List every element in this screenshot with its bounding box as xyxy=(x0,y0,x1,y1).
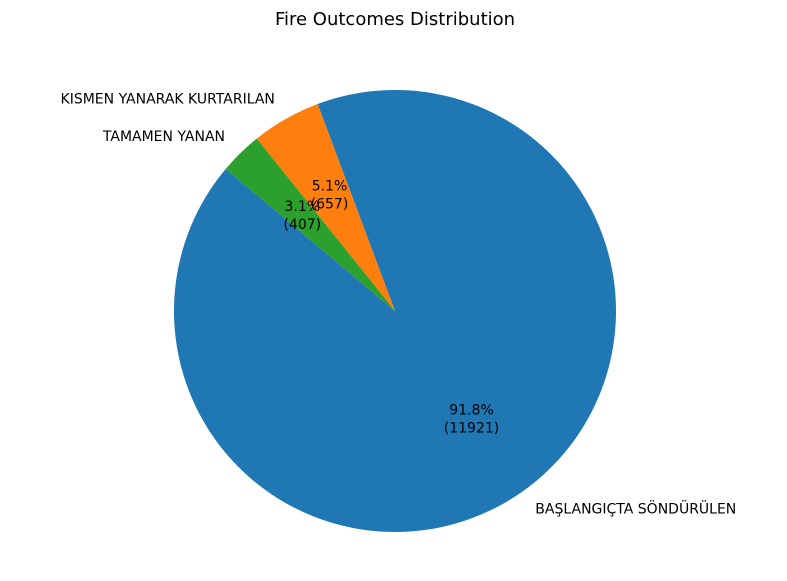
slice-label-tamamen-yanan: TAMAMEN YANAN xyxy=(102,129,225,145)
pie-slice-kismen-yanarak-kurtarilan xyxy=(256,103,395,311)
chart-title: Fire Outcomes Distribution xyxy=(275,9,515,30)
slice-label-baslangicta-sondurulen: BAŞLANGIÇTA SÖNDÜRÜLEN xyxy=(535,500,736,518)
slice-percent-tamamen-yanan: 3.1% xyxy=(285,199,321,215)
slice-count-tamamen-yanan: (407) xyxy=(283,217,321,233)
slice-percent-kismen-yanarak-kurtarilan: 5.1% xyxy=(312,179,348,195)
slice-label-kismen-yanarak-kurtarilan: KISMEN YANARAK KURTARILAN xyxy=(61,92,275,108)
pie-labels: BAŞLANGIÇTA SÖNDÜRÜLEN 91.8% (11921) KISMEN… xyxy=(61,92,737,518)
pie-slice-tamamen-yanan xyxy=(225,138,395,311)
pie-slices xyxy=(174,90,616,533)
slice-count-baslangicta-sondurulen: (11921) xyxy=(444,420,499,436)
slice-count-kismen-yanarak-kurtarilan: (657) xyxy=(311,197,349,213)
slice-percent-baslangicta-sondurulen: 91.8% xyxy=(449,402,493,418)
